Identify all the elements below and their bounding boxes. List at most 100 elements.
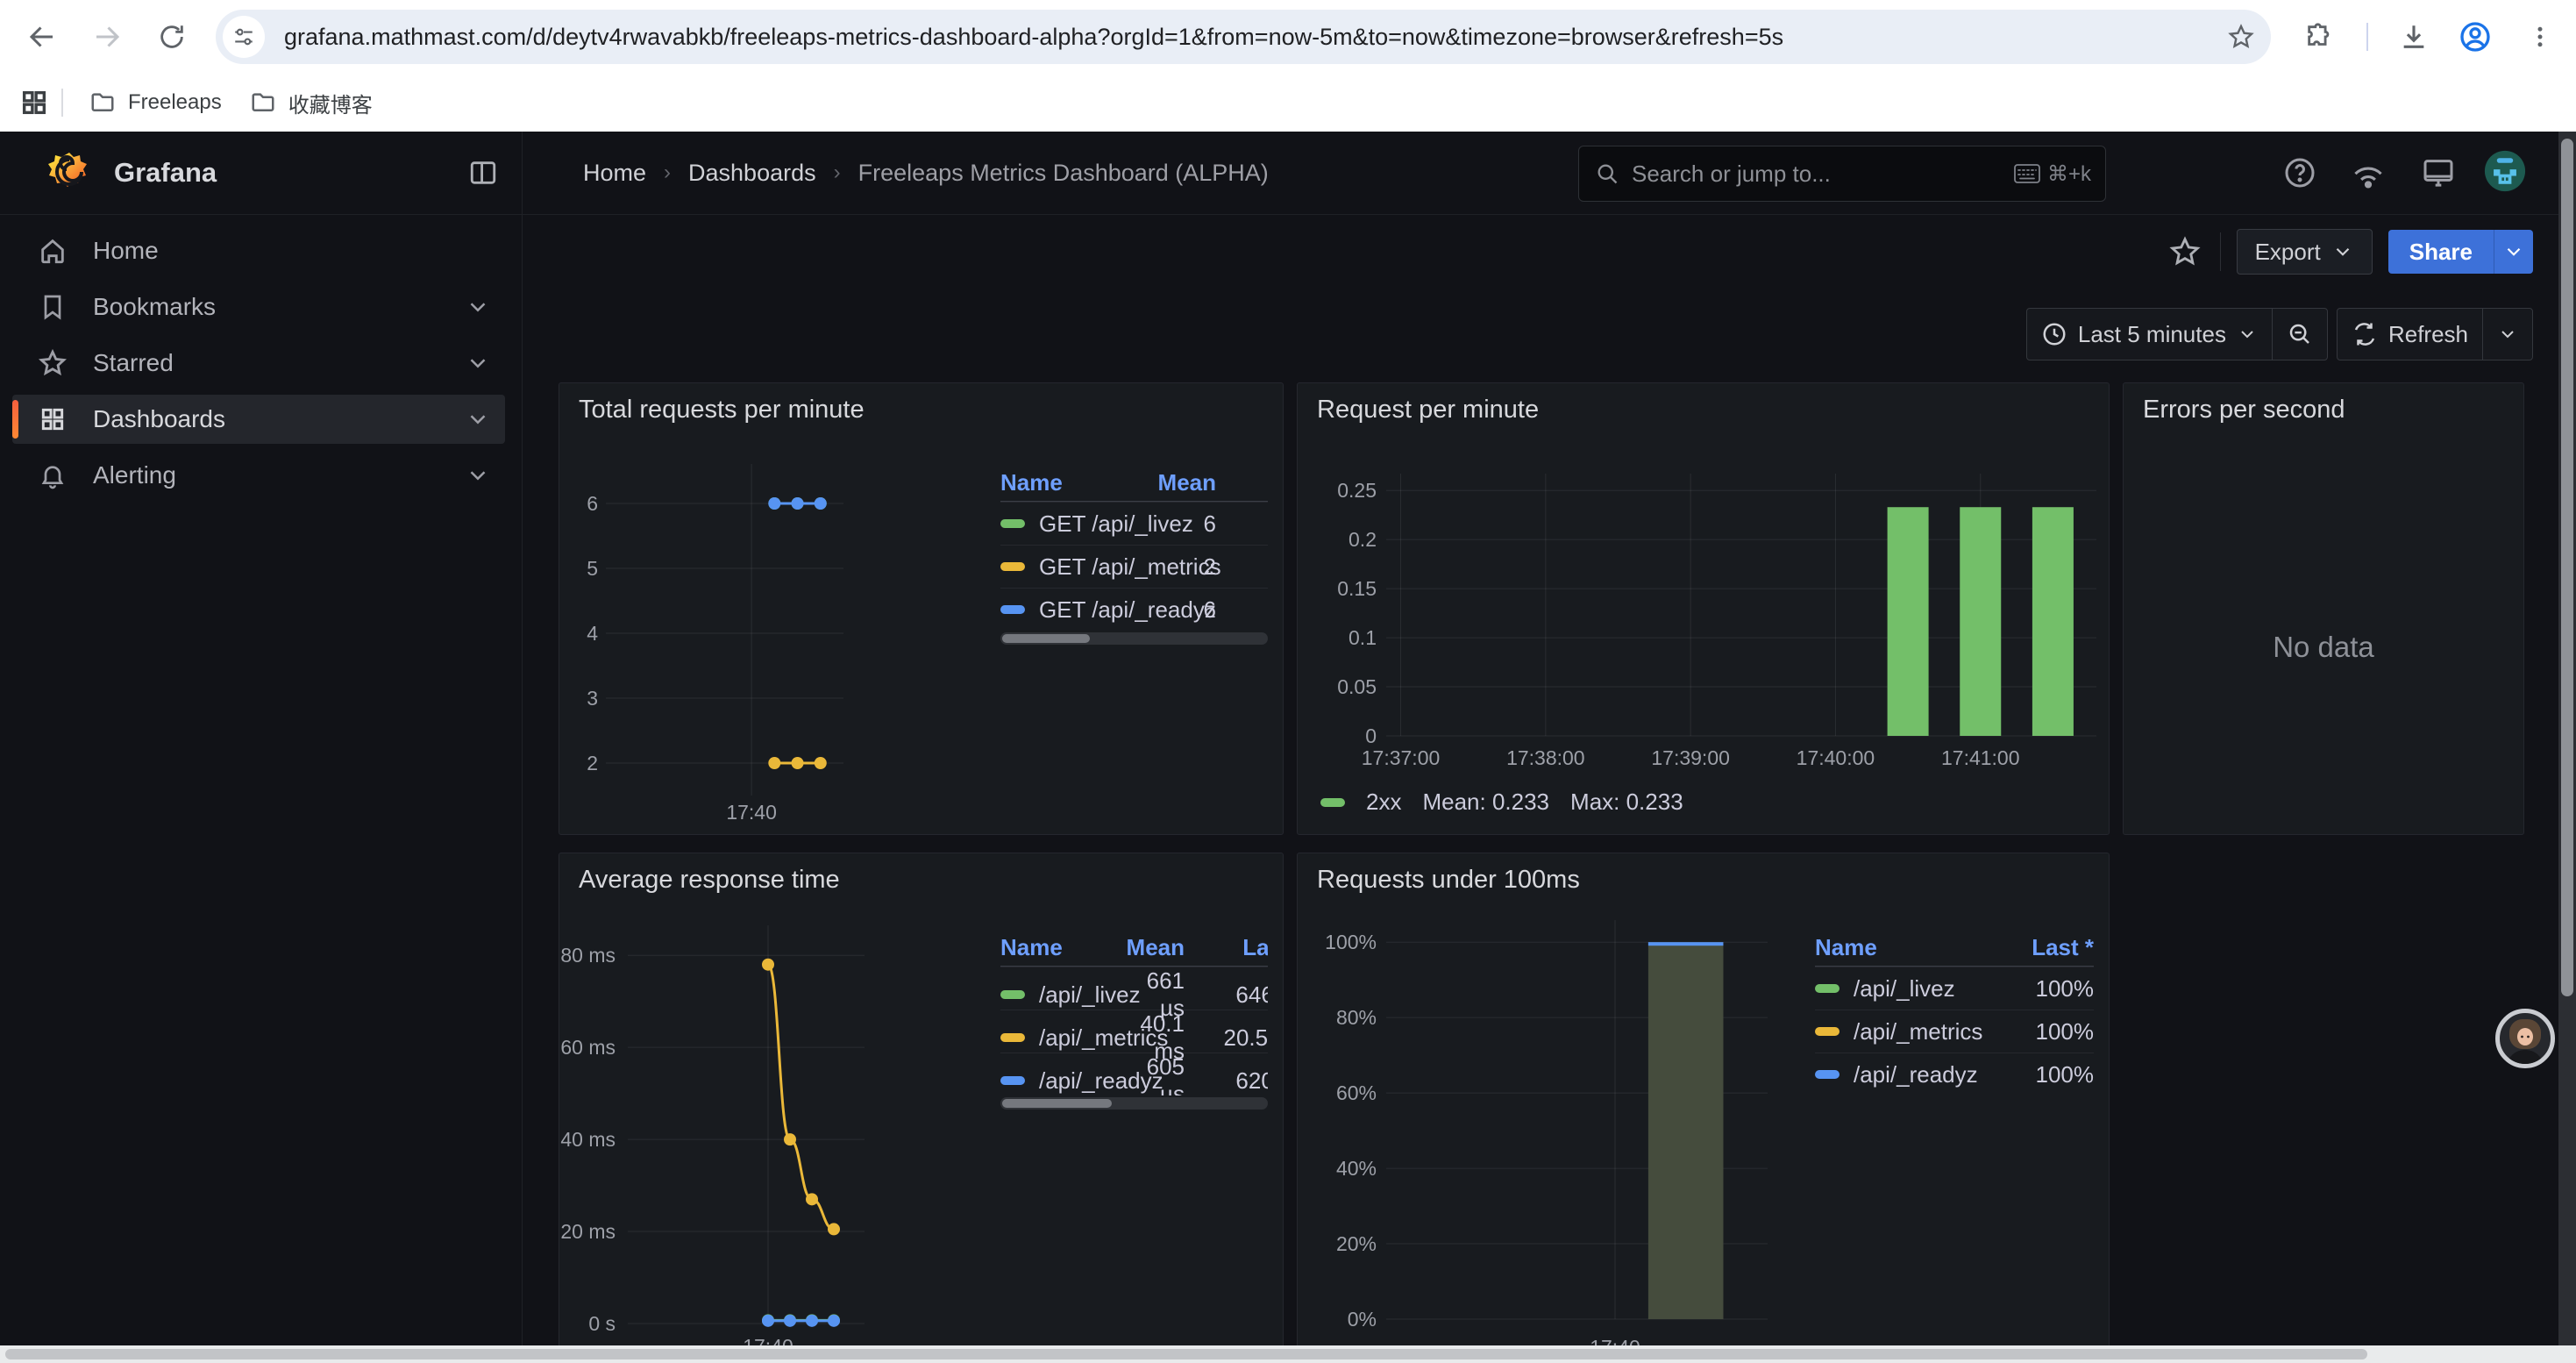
panel-errors-per-second[interactable]: Errors per second No data <box>2123 382 2524 835</box>
series-color-pill[interactable] <box>1000 1033 1025 1042</box>
legend-series-name[interactable]: /api/_readyz <box>1039 1067 1163 1094</box>
reload-icon[interactable] <box>151 16 193 58</box>
legend-column-header[interactable]: Name <box>1815 933 1877 960</box>
legend-max: Max: 0.233 <box>1570 789 1683 815</box>
panel-title[interactable]: Total requests per minute <box>579 396 865 424</box>
bookmark-star-icon[interactable] <box>2220 16 2262 58</box>
svg-text:2: 2 <box>587 752 598 774</box>
legend-column-header[interactable]: Name <box>1000 468 1063 496</box>
refresh-interval-dropdown[interactable] <box>2483 309 2532 360</box>
legend-scrollbar[interactable] <box>1000 632 1268 645</box>
monitor-icon[interactable] <box>2417 152 2459 194</box>
svg-text:20 ms: 20 ms <box>560 1220 616 1243</box>
chevron-down-icon[interactable] <box>465 350 491 376</box>
sidebar-item-home[interactable]: Home <box>12 226 505 275</box>
url-text[interactable]: grafana.mathmast.com/d/deytv4rwavabkb/fr… <box>284 23 1784 50</box>
svg-text:80%: 80% <box>1336 1006 1377 1029</box>
sidebar-item-alerting[interactable]: Alerting <box>12 451 505 500</box>
vertical-scrollbar-thumb[interactable] <box>2561 139 2573 996</box>
dashboard-actions: Export Share <box>522 214 2533 289</box>
legend-column-header[interactable]: Mean <box>1126 933 1185 960</box>
back-arrow-icon[interactable] <box>21 16 63 58</box>
legend-column-header[interactable]: Last * <box>1242 933 1268 960</box>
legend-series-name[interactable]: /api/_metrics <box>1854 1017 1983 1045</box>
legend-series-name[interactable]: /api/_readyz <box>1854 1060 1978 1088</box>
favorite-star-icon[interactable] <box>2166 232 2204 271</box>
legend-value: 661 µs <box>1146 967 1185 1021</box>
legend-series-name[interactable]: 2xx <box>1366 789 1402 815</box>
legend-value: 6 <box>1203 510 1216 537</box>
site-settings-icon[interactable] <box>223 16 265 58</box>
grafana-logo[interactable] <box>47 151 91 199</box>
share-button[interactable]: Share <box>2387 230 2494 274</box>
chevron-down-icon <box>2336 247 2350 256</box>
time-range-picker[interactable]: Last 5 minutes <box>2027 309 2272 360</box>
breadcrumb-home[interactable]: Home <box>583 159 647 186</box>
bookmark-folder-label: 收藏博客 <box>288 93 373 118</box>
panel-average-response-time[interactable]: Average response time 80 ms 60 ms 40 ms 20 … <box>559 853 1284 1363</box>
series-color-pill[interactable] <box>1815 1070 1839 1079</box>
help-icon[interactable] <box>2279 152 2321 194</box>
extensions-puzzle-icon[interactable] <box>2298 16 2340 58</box>
refresh-button[interactable]: Refresh <box>2338 309 2482 360</box>
series-color-pill[interactable] <box>1000 990 1025 999</box>
breadcrumb-dashboards[interactable]: Dashboards <box>688 159 816 186</box>
legend-value: 6 <box>1203 596 1216 623</box>
legend-mean: Mean: 0.233 <box>1422 789 1550 815</box>
bookmark-folder-freeleaps[interactable]: Freeleaps <box>75 82 236 123</box>
series-color-pill[interactable] <box>1815 1027 1839 1036</box>
legend-scrollbar[interactable] <box>1000 1097 1268 1110</box>
sidebar-item-dashboards[interactable]: Dashboards <box>12 395 505 444</box>
legend-row: GET /api/_metrics 2 <box>1000 545 1268 588</box>
share-dropdown-button[interactable] <box>2494 230 2533 274</box>
panel-title[interactable]: Request per minute <box>1317 396 1540 424</box>
legend-series-name[interactable]: /api/_metrics <box>1039 1024 1169 1051</box>
legend-series-name[interactable]: /api/_livez <box>1854 974 1955 1002</box>
panel-toggle-icon[interactable] <box>468 158 498 192</box>
sidebar-item-bookmarks[interactable]: Bookmarks <box>12 282 505 332</box>
svg-text:5: 5 <box>587 557 598 580</box>
rss-icon[interactable] <box>2347 152 2389 194</box>
chevron-down-icon[interactable] <box>465 294 491 320</box>
menu-dots-icon[interactable] <box>2519 16 2561 58</box>
series-color-pill[interactable] <box>1000 1076 1025 1085</box>
url-bar[interactable]: grafana.mathmast.com/d/deytv4rwavabkb/fr… <box>216 10 2271 64</box>
legend-series-name[interactable]: GET /api/_metrics <box>1039 553 1221 580</box>
legend-column-header[interactable]: Last * <box>2032 933 2094 960</box>
horizontal-scrollbar[interactable] <box>0 1345 2576 1363</box>
panel-request-per-minute[interactable]: Request per minute 0.25 0.2 0.15 0.1 0.05 0 17… <box>1297 382 2110 835</box>
chevron-down-icon[interactable] <box>465 406 491 432</box>
series-color-pill[interactable] <box>1000 519 1025 528</box>
search-input[interactable]: Search or jump to... ⌘+k <box>1578 146 2106 202</box>
chevron-down-icon[interactable] <box>465 462 491 489</box>
assistant-avatar[interactable] <box>2495 1009 2555 1068</box>
legend-column-header[interactable]: Mean <box>1157 468 1216 496</box>
series-color-pill[interactable] <box>1000 562 1025 571</box>
legend-series-name[interactable]: GET /api/_livez <box>1039 510 1193 537</box>
panel-requests-under-100ms[interactable]: Requests under 100ms 100% 80% 60% 40% 20% 0% 1… <box>1297 853 2110 1363</box>
forward-arrow-icon[interactable] <box>86 16 128 58</box>
sidebar-item-starred[interactable]: Starred <box>12 339 505 388</box>
export-button[interactable]: Export <box>2236 229 2373 275</box>
legend-series-name[interactable]: GET /api/_readyz <box>1039 596 1216 623</box>
download-icon[interactable] <box>2393 16 2435 58</box>
bookmark-folder-blogs[interactable]: 收藏博客 <box>236 81 387 125</box>
series-color-pill[interactable] <box>1000 605 1025 614</box>
series-color-pill[interactable] <box>1815 984 1839 993</box>
vertical-scrollbar[interactable] <box>2558 132 2576 1345</box>
panel-title[interactable]: Average response time <box>579 866 840 894</box>
zoom-out-button[interactable] <box>2273 309 2327 360</box>
panel-title[interactable]: Errors per second <box>2143 396 2345 424</box>
user-avatar[interactable] <box>2484 150 2526 192</box>
legend-value: 20.5 ms <box>1223 1024 1269 1051</box>
legend-column-header[interactable]: Name <box>1000 933 1063 960</box>
profile-icon[interactable] <box>2454 16 2496 58</box>
legend-series-name[interactable]: /api/_livez <box>1039 981 1141 1008</box>
apps-grid-icon[interactable] <box>19 88 49 118</box>
sidebar-item-label: Alerting <box>93 461 176 489</box>
horizontal-scrollbar-thumb[interactable] <box>5 1349 2367 1359</box>
panel-total-requests[interactable]: Total requests per minute 6 5 4 3 2 17:40 Nam… <box>559 382 1284 835</box>
svg-text:60%: 60% <box>1336 1081 1377 1104</box>
panel-title[interactable]: Requests under 100ms <box>1317 866 1580 894</box>
